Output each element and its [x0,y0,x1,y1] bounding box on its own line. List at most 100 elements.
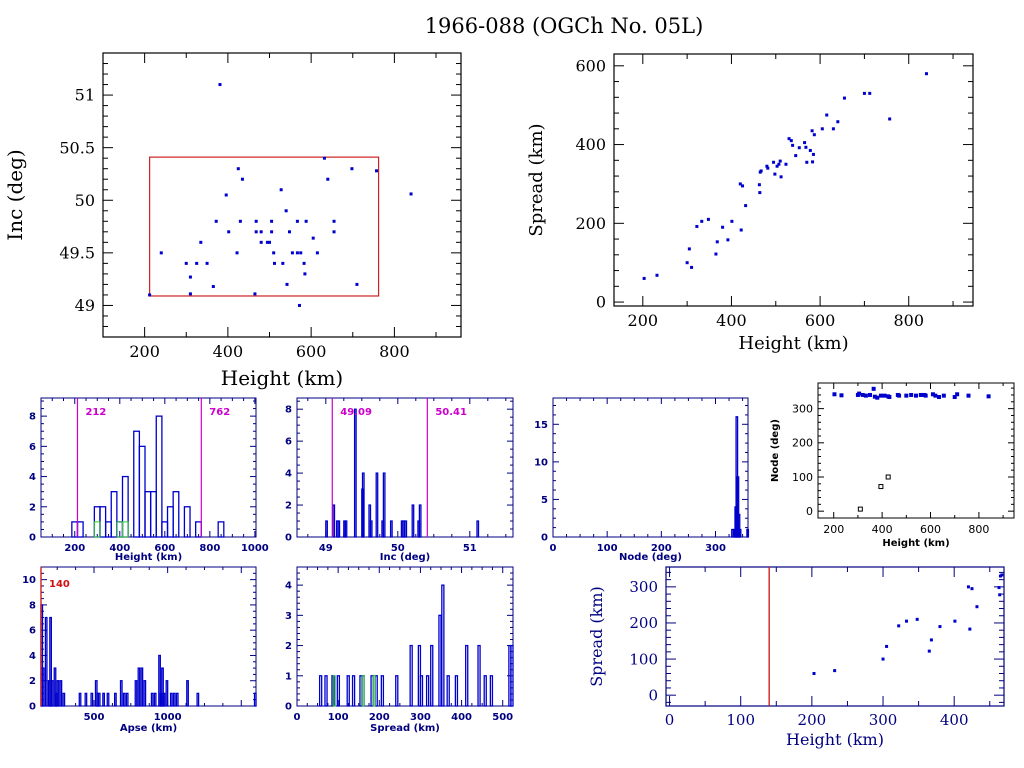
histogram-bar [438,614,442,707]
y-tick-label: 15 [534,420,548,431]
data-point [715,240,719,244]
x-tick-label: 300 [410,712,431,723]
histogram-bar [425,675,430,707]
data-point [953,619,957,623]
x-tick-label: 100 [726,711,755,729]
histogram-bar [441,584,445,707]
data-point [148,293,152,297]
y-axis-label: Node (deg) [770,419,781,482]
data-point [259,230,263,234]
x-tick-label: 500 [492,712,513,723]
data-point [1000,573,1004,577]
data-point [332,219,336,223]
data-point [355,282,359,286]
data-point [882,393,887,398]
data-point [779,175,783,179]
data-point [927,649,931,653]
data-point [297,303,301,307]
y-tick-label: 0 [29,533,36,544]
data-point [803,141,807,145]
x-axis-label: Node (deg) [619,552,682,563]
data-point [812,133,816,137]
x-tick-label: 100 [597,543,618,554]
data-point [775,164,779,168]
data-point [744,204,748,208]
histogram-bar [50,680,54,707]
y-tick-label: 0 [806,505,813,518]
x-tick-label: 200 [628,311,659,330]
data-point [860,392,865,397]
data-point [690,265,694,269]
histogram-bar [62,692,66,707]
plot-frame [102,52,462,338]
data-point [272,251,276,255]
data-point [270,230,274,234]
x-axis-label: Height (km) [786,730,884,749]
histogram-bar [337,520,341,538]
data-point [159,251,163,255]
histogram-bar [161,667,164,707]
histogram-bar [102,692,105,707]
x-tick-label: 100 [328,712,349,723]
histogram-bar [53,667,57,707]
data-point [887,395,892,400]
histogram-bar [125,692,129,707]
data-point [863,393,868,398]
data-point [875,395,880,400]
data-point [265,240,269,244]
x-tick-label: 1000 [154,712,182,723]
data-point [805,160,809,164]
histogram-bar [134,680,138,707]
x-tick-label: 800 [968,523,989,536]
data-point [374,169,378,173]
y-tick-label: 0 [596,293,606,312]
histogram-bar [172,692,176,707]
y-tick-label: 4 [285,469,292,480]
x-tick-label: 800 [379,342,410,361]
data-point [888,117,892,121]
y-tick-label: 300 [629,578,658,596]
data-point [714,252,718,256]
histogram-bar [56,680,60,707]
x-axis-label: Spread (km) [370,723,440,734]
histogram-bar [344,520,348,538]
histogram-bar [454,675,459,707]
data-point [188,275,192,279]
histogram-bar [369,520,373,538]
plot-frame [817,382,1015,519]
data-point [777,162,781,166]
y-tick-label: 200 [629,614,658,632]
data-point [918,392,923,397]
data-point [773,172,777,176]
data-point [765,164,769,168]
data-point [836,120,840,124]
data-point [885,644,889,648]
data-point [832,392,837,397]
plot-frame [40,397,257,538]
data-point [808,148,812,152]
histogram-bar [137,667,141,707]
x-tick-label: 200 [823,523,844,536]
data-point [214,219,218,223]
data-point [938,625,942,629]
data-point [409,192,413,196]
x-tick-label: 1000 [241,543,269,554]
histogram-bar [402,520,405,538]
data-point [741,184,745,188]
x-tick-label: 600 [920,523,941,536]
selection-box [149,156,380,297]
y-tick-label: 10 [534,457,548,468]
x-tick-label: 200 [64,543,85,554]
data-point [687,247,691,251]
histogram-bar-green [121,521,129,538]
x-axis-label: Height (km) [738,333,848,354]
data-point [871,386,876,391]
histogram-bar [389,520,393,538]
data-point [295,251,299,255]
data-point [791,143,795,147]
data-point [730,219,734,223]
data-point [227,230,231,234]
histogram-bar [419,675,424,707]
y-tick-label: 600 [575,56,606,75]
